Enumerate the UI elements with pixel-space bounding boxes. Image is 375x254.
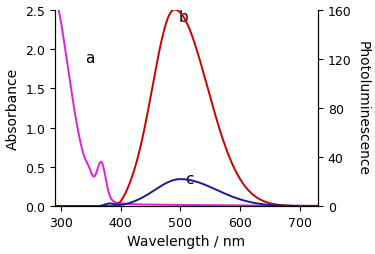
Text: b: b [178, 10, 188, 24]
Text: c: c [185, 171, 194, 186]
Y-axis label: Absorbance: Absorbance [6, 68, 20, 149]
Text: a: a [85, 51, 94, 66]
Y-axis label: Photoluminescence: Photoluminescence [356, 41, 369, 176]
X-axis label: Wavelength / nm: Wavelength / nm [128, 234, 246, 248]
